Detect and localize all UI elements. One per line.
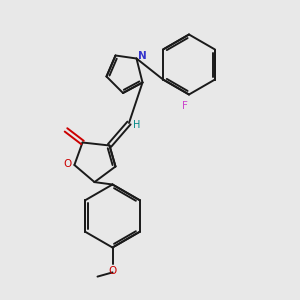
Text: H: H bbox=[133, 120, 140, 130]
Text: F: F bbox=[182, 101, 188, 111]
Text: N: N bbox=[137, 51, 146, 61]
Text: O: O bbox=[64, 159, 72, 170]
Text: O: O bbox=[108, 266, 117, 275]
